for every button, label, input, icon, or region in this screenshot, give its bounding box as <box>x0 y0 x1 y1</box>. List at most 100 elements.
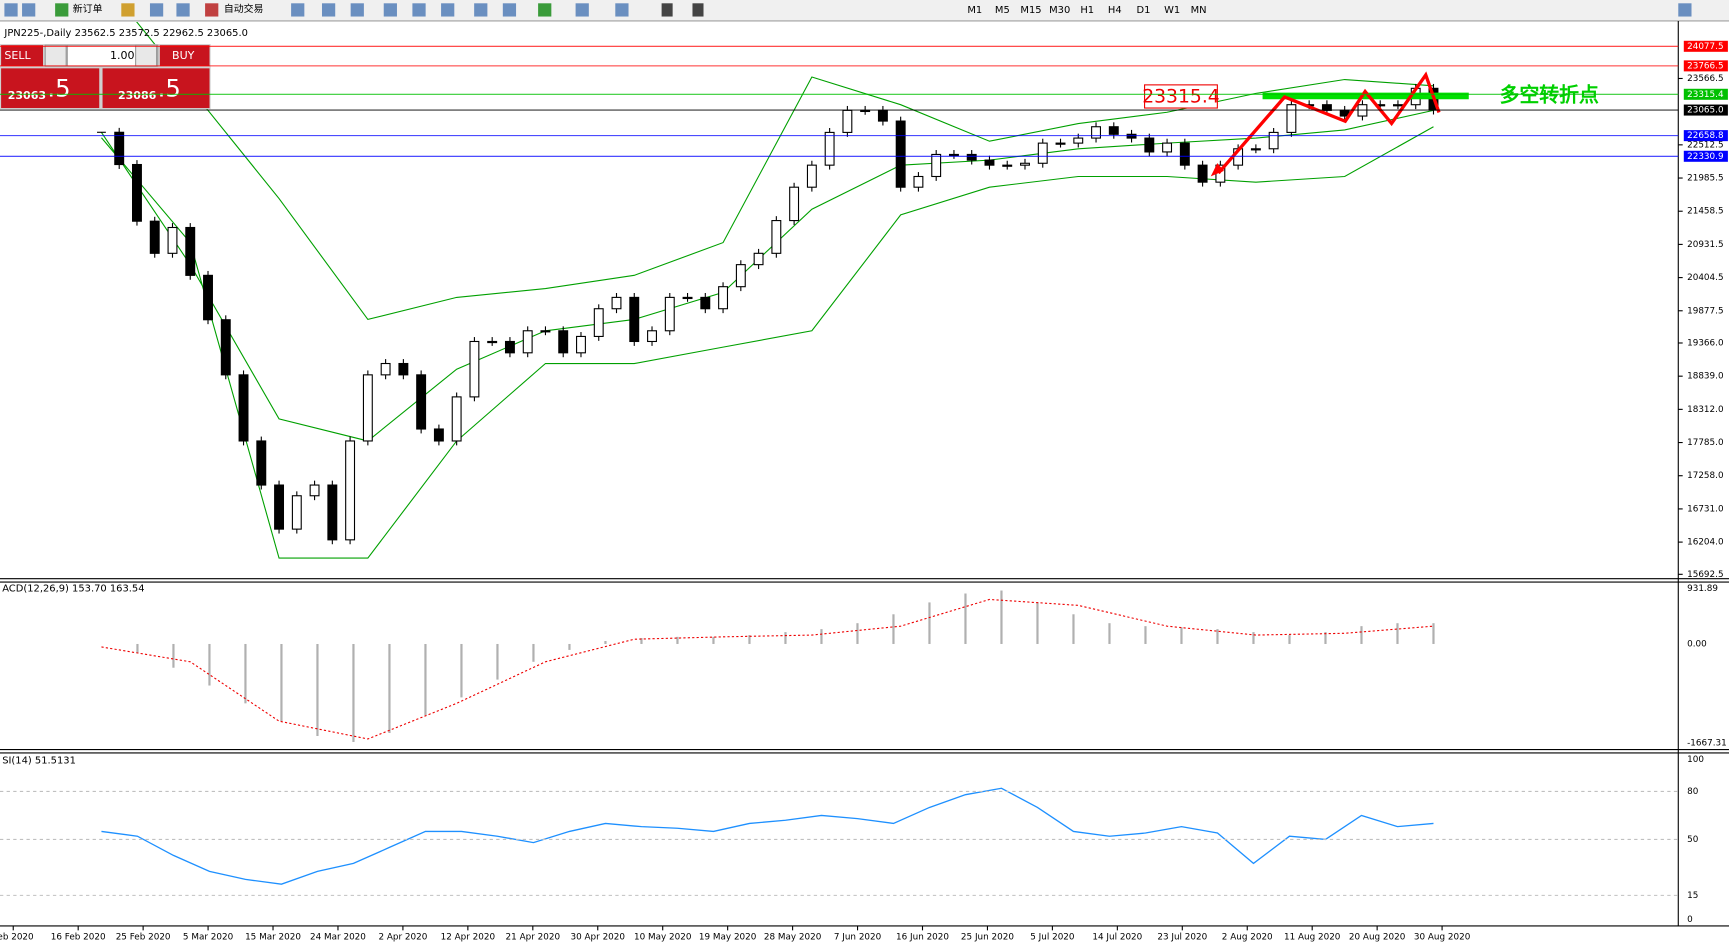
rsi-label: SI(14) 51.5131 <box>2 756 76 767</box>
sell-label[interactable]: SELL <box>4 49 31 62</box>
icon[interactable] <box>4 3 18 17</box>
candle <box>771 220 782 254</box>
timeframe-button[interactable]: H4 <box>1108 5 1122 16</box>
candle <box>220 319 231 376</box>
icon[interactable] <box>149 3 164 17</box>
candle <box>593 308 604 337</box>
bid-box[interactable] <box>1 68 100 109</box>
candle <box>487 340 498 344</box>
timeframe-button[interactable]: D1 <box>1137 5 1151 16</box>
y-tick-label: 22512.5 <box>1687 140 1723 150</box>
candle <box>274 484 285 530</box>
y-tick-label: 23566.5 <box>1687 74 1723 84</box>
ask-box[interactable] <box>102 68 210 109</box>
timeframe-button[interactable]: M5 <box>995 5 1010 16</box>
icon[interactable] <box>575 3 589 17</box>
icon[interactable] <box>615 3 629 17</box>
candle <box>149 220 160 254</box>
icon[interactable] <box>441 3 455 17</box>
lots-up[interactable] <box>135 44 158 67</box>
date-label: 28 May 2020 <box>764 932 822 942</box>
icon[interactable] <box>692 3 704 17</box>
icon[interactable] <box>321 3 336 17</box>
icon[interactable] <box>474 3 488 17</box>
candle <box>1197 164 1208 183</box>
date-label: 25 Jun 2020 <box>961 932 1014 942</box>
candle <box>132 163 142 222</box>
timeframe-button[interactable]: H1 <box>1080 5 1094 16</box>
date-label: 21 Apr 2020 <box>506 932 561 942</box>
date-label: 2 Apr 2020 <box>378 932 427 942</box>
price-plot <box>97 22 1439 885</box>
timeframe-button[interactable]: M15 <box>1020 5 1041 16</box>
candle <box>611 296 622 310</box>
lots-down[interactable] <box>44 44 67 67</box>
chart-header: JPN225-,Daily 23562.5 23572.5 22962.5 23… <box>3 28 248 39</box>
candle <box>842 109 853 133</box>
candle <box>256 440 267 486</box>
candle <box>1055 142 1066 145</box>
date-label: 25 Feb 2020 <box>116 932 171 942</box>
icon[interactable] <box>502 3 517 17</box>
buy-label[interactable]: BUY <box>172 49 195 62</box>
level-label: 23315.4 <box>1687 90 1724 100</box>
y-tick-label: 21458.5 <box>1687 207 1723 217</box>
candle <box>629 296 640 343</box>
y-tick-label: 16204.0 <box>1687 538 1724 548</box>
y-tick-label: 16731.0 <box>1687 504 1724 514</box>
candle <box>1073 137 1084 144</box>
icon[interactable] <box>383 3 397 17</box>
candle <box>913 175 924 188</box>
y-tick-label: 17258.0 <box>1687 471 1724 481</box>
icon[interactable] <box>55 3 69 17</box>
sell-button[interactable] <box>1 45 44 67</box>
date-label: 30 Apr 2020 <box>571 932 626 942</box>
auto-trading-button[interactable]: 自动交易 <box>224 2 264 15</box>
icon[interactable] <box>205 3 219 17</box>
candle <box>1002 164 1013 167</box>
candle <box>931 153 942 178</box>
candle <box>345 440 356 541</box>
icon[interactable] <box>661 3 673 17</box>
buy-button[interactable] <box>159 45 210 67</box>
icon[interactable] <box>291 3 305 17</box>
y-tick-label: 18839.0 <box>1687 372 1724 382</box>
timeframe-button[interactable]: MN <box>1191 5 1207 16</box>
ask-pips[interactable]: .5 <box>158 73 181 102</box>
icon[interactable] <box>412 3 426 17</box>
candle <box>1144 137 1155 153</box>
icon[interactable] <box>1678 3 1692 17</box>
icon[interactable] <box>22 3 36 17</box>
icon[interactable] <box>538 3 552 17</box>
icon[interactable] <box>350 3 364 17</box>
candle <box>416 374 427 430</box>
y-tick-label: 20931.5 <box>1687 240 1723 250</box>
bid-pips[interactable]: .5 <box>47 73 70 102</box>
candle <box>522 330 533 354</box>
date-label: 5 Jul 2020 <box>1030 932 1075 942</box>
level-label-bg <box>1683 150 1728 162</box>
lots-value[interactable]: 1.00 <box>110 49 135 62</box>
y-tick-label: 15692.5 <box>1687 570 1723 580</box>
timeframe-button[interactable]: W1 <box>1164 5 1180 16</box>
date-label: 23 Jul 2020 <box>1157 932 1207 942</box>
rsi-tick-label: 50 <box>1687 835 1699 845</box>
candle <box>114 131 125 166</box>
candle <box>238 374 249 442</box>
timeframe-button[interactable]: M30 <box>1049 5 1070 16</box>
date-label: 14 Jul 2020 <box>1092 932 1142 942</box>
new-order-button[interactable]: 新订单 <box>73 2 103 15</box>
bid-main[interactable]: 23063 <box>8 89 46 102</box>
icon[interactable] <box>121 3 135 17</box>
candle <box>362 374 373 442</box>
candle <box>451 396 462 442</box>
icon[interactable] <box>176 3 190 17</box>
candle <box>398 362 409 376</box>
level-text: 23315.4 <box>1142 87 1219 108</box>
ask-main[interactable]: 23086 <box>118 89 157 102</box>
candle <box>1108 126 1119 135</box>
timeframe-button[interactable]: M1 <box>967 5 982 16</box>
y-tick-label: 20404.5 <box>1687 273 1723 283</box>
